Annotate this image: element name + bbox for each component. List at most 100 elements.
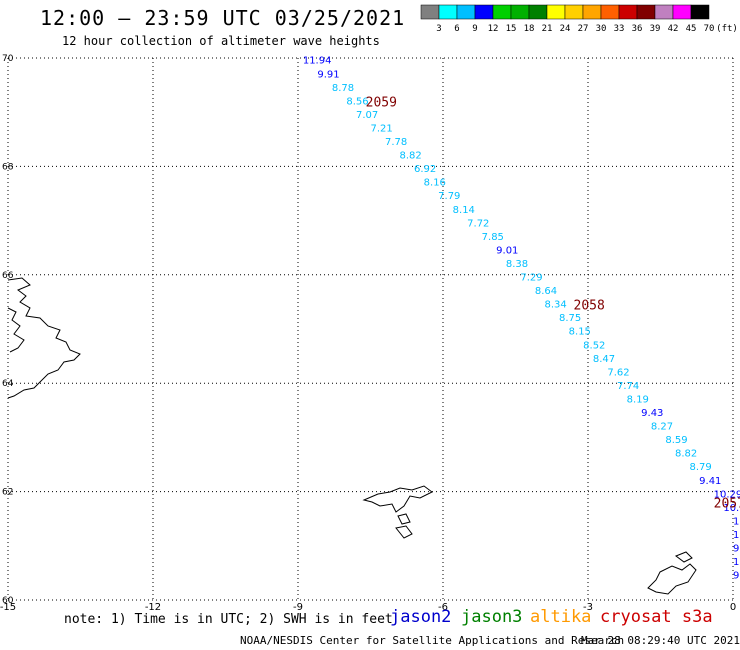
pass-number-label: 2059 [366,95,397,110]
wave-height-value: 8.75 [559,313,581,324]
wave-height-value: 8.34 [545,300,567,311]
color-scale-label: 18 [524,24,535,34]
color-scale-label: 39 [650,24,661,34]
wave-height-value: 8.52 [583,340,605,351]
wave-height-value: 8.14 [453,205,475,216]
color-swatch [636,4,656,20]
lat-tick-label: 62 [2,488,13,498]
wave-height-value: 9.05 [733,544,740,555]
color-scale-label: 6 [454,24,459,34]
wave-height-value: 7.62 [607,367,629,378]
wave-height-value: 6.92 [414,164,436,175]
wave-height-value: 7.79 [438,191,460,202]
wave-height-value: 10.08 [723,503,740,514]
iceland-coastline-inner [7,307,25,353]
wave-height-value: 11.02 [733,530,740,541]
color-scale-label: 45 [686,24,697,34]
wave-height-value: 8.56 [346,96,368,107]
wave-height-value: 10.29 [714,489,740,500]
color-swatch [456,4,476,20]
wave-height-value: 7.72 [467,218,489,229]
wave-height-value: 8.19 [627,394,649,405]
color-swatch [474,4,494,20]
color-swatch [438,4,458,20]
footer-note: note: 1) Time is in UTC; 2) SWH is in fe… [64,612,393,627]
wave-height-value: 7.85 [482,232,504,243]
wave-height-value: 8.79 [690,462,712,473]
color-swatch [564,4,584,20]
lon-tick-label: -12 [145,602,161,613]
color-scale-label: 36 [632,24,643,34]
lat-tick-label: 60 [2,596,14,606]
wave-height-value: 7.29 [520,273,542,284]
legend-jason2: jason2 [390,607,452,627]
color-scale-label: 27 [578,24,589,34]
wave-height-value: 8.27 [651,422,673,433]
pass-number-label: 2057 [714,496,740,511]
wave-height-value: 7.07 [356,110,378,121]
wave-height-value: 8.64 [535,286,557,297]
credit-line: NOAA/NESDIS Center for Satellite Applica… [240,634,625,647]
wave-height-value: 11.06 [733,557,740,568]
wave-height-value: 8.78 [332,83,354,94]
wave-height-value: 8.82 [675,449,697,460]
coastlines [7,277,697,595]
color-scale-label: 9 [472,24,477,34]
wave-height-value: 9.01 [496,245,518,256]
color-scale-label: 3 [436,24,441,34]
wave-height-value: 7.78 [385,137,407,148]
wave-height-value: 8.16 [424,178,446,189]
wave-height-value: 11.94 [303,56,332,67]
wave-height-value: 9.43 [641,408,663,419]
color-scale-label: 70 [704,24,715,34]
color-swatch [420,4,440,20]
lon-tick-label: -9 [293,602,303,613]
color-swatch [546,4,566,20]
wave-height-value: 11.04 [733,516,740,527]
lon-tick-label: -15 [0,602,16,613]
wave-height-value: 8.15 [569,327,591,338]
lat-tick-label: 66 [2,271,14,281]
figure-subtitle: 12 hour collection of altimeter wave hei… [62,34,380,48]
color-scale-label: 30 [596,24,607,34]
color-scale-label: (ft) [716,24,738,34]
wave-height-value: 9.96 [733,571,740,582]
wave-height-value: 7.74 [617,381,639,392]
shetland-islands [647,563,697,595]
color-scale-legend: 3 6 9 12 15 18 21 24 27 30 33 36 39 42 45 70 (ft) [420,4,738,34]
color-scale-label: 24 [560,24,571,34]
wave-height-points: 11.94 9.91 8.78 8.56 7.07 7.21 7.78 8.82 6.92 8.1… [303,56,740,582]
wave-height-value: 9.91 [317,69,339,80]
wave-height-value: 9.41 [699,476,721,487]
shetland-islands-north [674,551,693,563]
color-swatch [618,4,638,20]
pass-number-label: 2058 [574,299,605,314]
pass-number-labels: 2059 2058 2057 [366,95,740,511]
color-swatch [600,4,620,20]
lat-tick-label: 64 [2,379,14,389]
wave-height-value: 7.21 [371,123,393,134]
color-scale-label: 42 [668,24,679,34]
color-swatch [672,4,692,20]
color-scale-label: 15 [506,24,517,34]
color-swatch [510,4,530,20]
credit-date: Mar 28 08:29:40 UTC 2021 [581,634,740,647]
color-swatch [582,4,602,20]
lon-tick-label: -3 [583,602,593,613]
iceland-coastline [7,277,81,399]
color-swatch [528,4,548,20]
figure-title: 12:00 – 23:59 UTC 03/25/2021 [40,6,406,30]
color-scale-label: 21 [542,24,553,34]
faroe-islands [362,485,433,513]
lat-tick-label: 68 [2,162,14,172]
wave-height-value: 8.38 [506,259,528,270]
lon-tick-label: -6 [438,602,448,613]
color-swatch [654,4,674,20]
color-scale-label: 33 [614,24,625,34]
legend-cryosat-s3a: cryosat s3a [600,607,713,627]
legend-altika: altika [530,607,592,627]
legend-jason3: jason3 [461,607,523,627]
